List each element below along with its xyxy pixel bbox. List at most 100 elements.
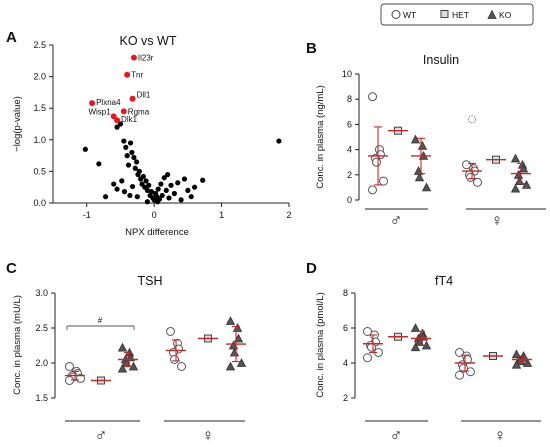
significance-marker: # xyxy=(98,316,103,325)
y-tick-label: 1.0 xyxy=(33,135,46,145)
ko-point xyxy=(410,134,421,144)
x-tick-label: -1 xyxy=(83,210,91,220)
legend-circle-marker xyxy=(391,10,401,19)
volcano-point xyxy=(148,189,155,195)
volcano-point xyxy=(178,197,184,203)
panel-b-male-symbol: ♂ xyxy=(390,211,403,230)
wt-point xyxy=(368,92,377,102)
volcano-point xyxy=(158,181,164,187)
highlighted-point xyxy=(89,100,96,107)
ko-point xyxy=(521,180,532,189)
volcano-point xyxy=(140,173,146,180)
y-tick-label: 2.0 xyxy=(33,72,46,82)
volcano-point xyxy=(168,182,174,188)
volcano-point xyxy=(143,178,149,184)
panel-c-points xyxy=(65,316,247,385)
volcano-point xyxy=(188,194,194,200)
panel-b: B Insulin Conc. in plasma (ng/mL) ♂ ♀ 0 2… xyxy=(306,40,546,230)
y-tick-label: 6 xyxy=(347,119,352,129)
volcano-point xyxy=(119,178,125,184)
y-tick-label: 4 xyxy=(343,358,348,368)
wt-point xyxy=(368,185,377,195)
protein-label: Tnr xyxy=(131,71,143,80)
ko-point xyxy=(410,342,421,352)
y-tick-label: 2.0 xyxy=(35,358,48,368)
wt-point xyxy=(65,362,74,371)
legend-label-wt: WT xyxy=(403,10,416,20)
outlier-point xyxy=(467,115,477,124)
panel-c: C TSH Conc. in plasma (mU/L) ♂ ♀ # 1.5 2.… xyxy=(6,260,247,445)
volcano-point xyxy=(276,138,282,144)
volcano-point xyxy=(132,165,138,171)
y-tick-label: 0.5 xyxy=(33,166,46,176)
x-tick-label: 2 xyxy=(286,210,291,220)
panel-a-points: Il23r Tnr Dll1 Plxna4 Rgma Wisp1 Dlk1 xyxy=(82,54,282,205)
y-tick-label: 10 xyxy=(342,69,352,79)
panel-c-title: TSH xyxy=(138,274,163,288)
y-tick-label: 2.5 xyxy=(33,40,46,50)
y-tick-label: 1.5 xyxy=(35,393,48,403)
wt-point xyxy=(473,177,482,187)
wt-point xyxy=(76,373,85,383)
volcano-point xyxy=(166,195,172,201)
ko-point xyxy=(225,316,236,325)
y-tick-label: 6 xyxy=(343,323,348,333)
panel-letter-d: D xyxy=(306,260,317,277)
y-tick-label: 2 xyxy=(347,170,352,180)
volcano-point xyxy=(134,159,140,165)
volcano-point xyxy=(155,186,161,192)
panel-c-male-symbol: ♂ xyxy=(95,426,108,445)
volcano-point xyxy=(96,161,102,167)
volcano-point xyxy=(121,138,127,144)
wt-point xyxy=(372,157,381,167)
wt-point xyxy=(379,176,388,186)
panel-d-title: fT4 xyxy=(435,274,453,288)
wt-point xyxy=(177,362,186,371)
wt-point xyxy=(462,160,471,170)
volcano-point xyxy=(111,181,117,187)
wt-point xyxy=(65,376,74,385)
y-tick-label: 4 xyxy=(347,145,352,155)
volcano-point xyxy=(192,184,198,190)
wt-point xyxy=(367,342,376,352)
y-tick-label: 0 xyxy=(347,195,352,205)
volcano-point xyxy=(144,199,150,205)
legend: WT HET KO xyxy=(380,3,534,26)
volcano-point xyxy=(131,154,137,161)
panel-a-x-label: NPX difference xyxy=(125,227,189,238)
panel-letter-b: B xyxy=(306,40,317,57)
ko-point xyxy=(410,323,421,332)
highlighted-point xyxy=(129,95,136,102)
wt-point xyxy=(166,327,175,336)
y-tick-label: 8 xyxy=(347,94,352,104)
wt-point xyxy=(466,367,475,377)
volcano-point xyxy=(124,153,130,159)
panel-b-ticks: 0 2 4 6 8 10 xyxy=(342,69,359,205)
volcano-point xyxy=(144,187,150,193)
volcano-point xyxy=(114,186,120,192)
wt-point xyxy=(455,370,464,380)
volcano-point xyxy=(161,175,167,181)
panel-a-title: KO vs WT xyxy=(120,34,177,48)
y-tick-label: 0.0 xyxy=(33,198,46,208)
volcano-point xyxy=(129,149,135,156)
volcano-point xyxy=(127,192,133,199)
protein-label: Dll1 xyxy=(137,91,151,100)
panel-c-female-symbol: ♀ xyxy=(202,426,215,445)
protein-label: Rgma xyxy=(128,107,150,116)
legend-box xyxy=(380,3,534,26)
x-tick-label: 0 xyxy=(152,210,157,220)
legend-label-ko: KO xyxy=(499,10,512,20)
panel-a: A KO vs WT −log(p-value) NPX difference … xyxy=(6,29,292,238)
volcano-point xyxy=(102,194,109,200)
panel-d-y-label: Conc. in plasma (pmol/L) xyxy=(315,292,326,398)
panel-b-title: Insulin xyxy=(423,53,459,67)
volcano-point xyxy=(129,183,136,190)
wt-point xyxy=(363,353,372,363)
y-tick-label: 2 xyxy=(343,393,348,403)
wt-point xyxy=(170,355,179,364)
volcano-point xyxy=(123,144,129,150)
wt-point xyxy=(466,172,475,182)
volcano-point xyxy=(175,180,181,186)
